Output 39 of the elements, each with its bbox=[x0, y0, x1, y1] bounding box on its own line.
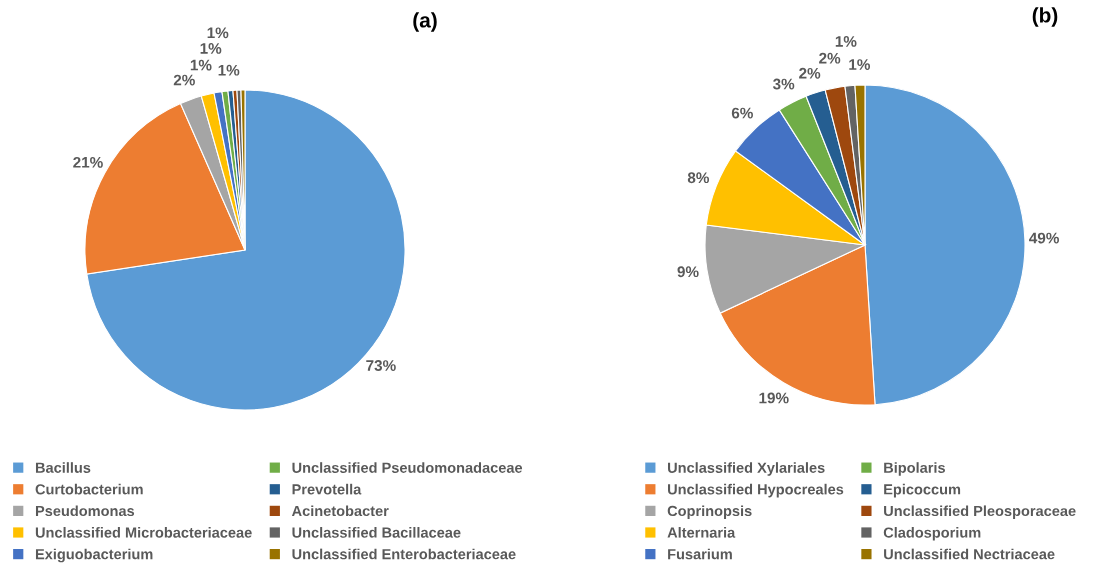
legend-label: Unclassified Nectriaceae bbox=[884, 548, 1055, 560]
legend-label: Cladosporium bbox=[883, 527, 981, 541]
legend-label: Pseudomonas bbox=[35, 505, 135, 517]
legend-label: Prevotella bbox=[292, 483, 362, 495]
legend-label: Acinetobacter bbox=[291, 505, 389, 517]
legend-label: Unclassified Microbacteriaceae bbox=[35, 527, 252, 538]
legend-label: Bacillus bbox=[35, 462, 91, 473]
legend-label: Unclassified Pleosporaceae bbox=[884, 505, 1076, 519]
data-label: 2% bbox=[799, 67, 821, 79]
data-label: 1% bbox=[190, 59, 212, 71]
data-label: 21% bbox=[73, 156, 103, 168]
data-label: 6% bbox=[731, 107, 753, 119]
data-label: 1% bbox=[200, 43, 222, 54]
legend-label: Alternaria bbox=[667, 527, 736, 538]
legend-label: Fusarium bbox=[668, 548, 732, 560]
legend-label: Unclassified Hypocreales bbox=[668, 483, 844, 498]
data-label: 1% bbox=[849, 59, 871, 70]
legend-label: Unclassified Pseudomonadaceae bbox=[292, 462, 523, 473]
data-label: 2% bbox=[173, 74, 195, 86]
data-label: 1% bbox=[835, 36, 857, 47]
legend-label: Bipolaris bbox=[884, 462, 945, 476]
data-label: 1% bbox=[207, 27, 229, 39]
data-label: 3% bbox=[772, 78, 795, 90]
data-label: 2% bbox=[819, 52, 841, 64]
chart-title: (b) bbox=[1032, 7, 1058, 27]
legend-label: Unclassified Enterobacteriaceae bbox=[292, 548, 516, 560]
legend-label: Unclassified Bacillaceae bbox=[292, 527, 461, 538]
data-label: 73% bbox=[366, 360, 396, 371]
data-label: 19% bbox=[759, 392, 789, 404]
legend-label: Coprinopsis bbox=[667, 505, 752, 519]
chart-title: (a) bbox=[413, 12, 437, 32]
data-label: 1% bbox=[218, 64, 240, 76]
legend-label: Epicoccum bbox=[884, 483, 961, 498]
data-label: 49% bbox=[1029, 232, 1059, 244]
legend-label: Exiguobacterium bbox=[35, 548, 153, 563]
data-label: 9% bbox=[677, 266, 699, 278]
data-label: 8% bbox=[687, 172, 710, 184]
legend-label: Curtobacterium bbox=[35, 483, 143, 495]
legend-label: Unclassified Xylariales bbox=[668, 462, 825, 476]
